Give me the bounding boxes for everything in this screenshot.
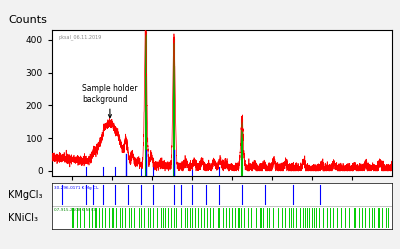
Text: Sample holder
background: Sample holder background (82, 84, 138, 118)
X-axis label: Position (2θ): Position (2θ) (189, 197, 255, 207)
Text: KNiCl₃: KNiCl₃ (8, 213, 38, 223)
Text: Counts: Counts (8, 15, 47, 25)
Text: pksal_06.11.2019: pksal_06.11.2019 (59, 34, 102, 40)
Text: 07-915-2508 K Ni Cl₃: 07-915-2508 K Ni Cl₃ (54, 208, 97, 212)
Text: KMgCl₃: KMgCl₃ (8, 190, 42, 200)
Text: 30-296-0171 K Mg Cl₃: 30-296-0171 K Mg Cl₃ (54, 186, 98, 190)
